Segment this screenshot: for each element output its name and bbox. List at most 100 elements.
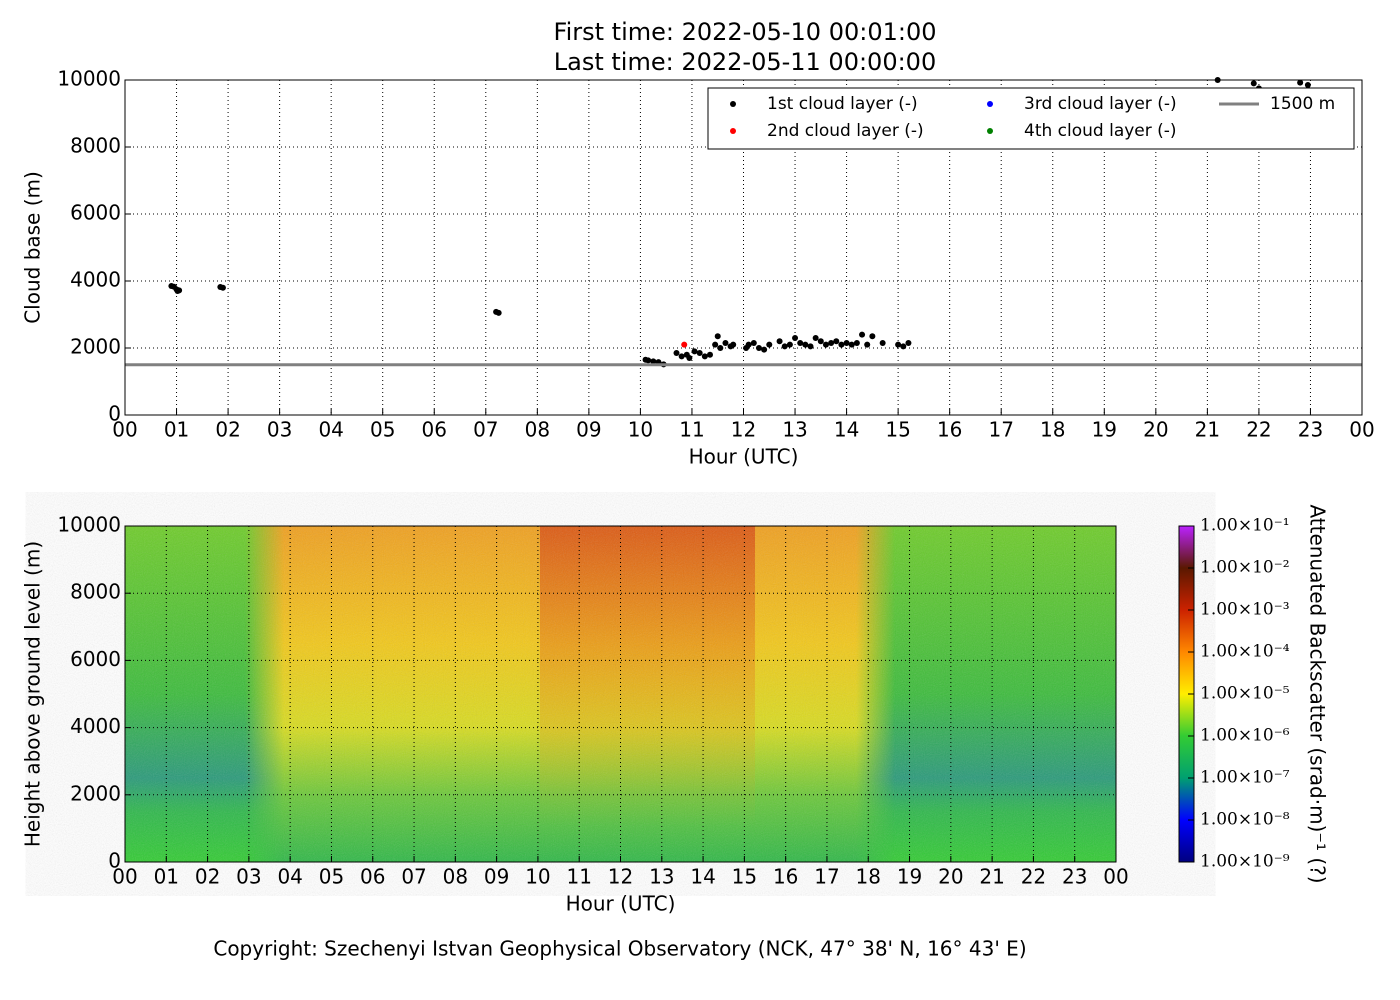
footer: Copyright: Szechenyi Istvan Geophysical … [213,937,1026,961]
point [905,339,912,346]
x-tick-label: 14 [834,418,859,442]
y-tick-label: 10000 [57,67,121,91]
x-tick-label: 02 [195,865,220,889]
point [714,333,721,340]
colorbar-tick-label: 1.00×10⁻⁴ [1200,642,1290,662]
point [691,348,698,355]
x-tick-label: 16 [937,418,962,442]
x-tick-label: 03 [267,418,292,442]
point [843,339,850,346]
x-tick-label: 16 [773,865,798,889]
point [869,333,876,340]
x-tick-label: 20 [1143,418,1168,442]
x-tick-label: 04 [277,865,302,889]
y-tick-label: 0 [108,849,121,873]
legend-label: 1500 m [1270,94,1335,114]
point [895,341,902,348]
point [712,341,719,348]
point [761,346,768,353]
point [900,343,907,350]
x-axis-label: Hour (UTC) [566,892,676,916]
x-tick-label: 07 [401,865,426,889]
point [717,345,724,351]
y-tick-label: 4000 [70,268,121,292]
point [722,339,729,346]
y-axis-label: Cloud base (m) [21,171,45,324]
legend-swatch [987,101,993,107]
point [686,355,693,362]
colorbar-tick-label: 1.00×10⁻⁷ [1200,768,1290,788]
colorbar-tick-label: 1.00×10⁻³ [1200,600,1290,620]
x-tick-label: 15 [732,865,757,889]
x-tick-label: 00 [112,865,137,889]
point [1297,79,1304,86]
x-tick-label: 06 [360,865,385,889]
x-tick-label: 19 [1092,418,1117,442]
x-tick-label: 14 [690,865,715,889]
point [864,341,871,348]
x-tick-label: 23 [1062,865,1087,889]
y-tick-label: 6000 [70,201,121,225]
y-tick-label: 8000 [70,134,121,158]
point [828,339,835,346]
colorbar-label: Attenuated Backscatter (srad·m)⁻¹ (?) [1306,504,1330,883]
x-tick-label: 22 [1246,418,1271,442]
point [678,353,685,360]
x-tick-label: 10 [628,418,653,442]
x-tick-label: 19 [897,865,922,889]
point [786,341,793,348]
point [802,341,809,348]
x-axis-label: Hour (UTC) [689,445,799,469]
point [645,357,652,364]
legend-label: 4th cloud layer (-) [1024,121,1177,141]
legend-swatch [730,128,736,134]
colorbar-tick-label: 1.00×10⁻⁵ [1200,684,1290,704]
colorbar-tick-label: 1.00×10⁻¹ [1200,516,1290,536]
x-tick-label: 20 [938,865,963,889]
x-tick-label: 02 [215,418,240,442]
point [495,309,502,316]
x-tick-label: 08 [525,418,550,442]
x-tick-label: 09 [484,865,509,889]
point [1250,80,1257,87]
point [879,339,886,346]
point [745,341,752,348]
point [853,339,860,346]
x-tick-label: 11 [566,865,591,889]
point [730,341,737,348]
x-tick-label: 21 [1195,418,1220,442]
point [706,351,713,358]
x-tick-label: 09 [576,418,601,442]
x-tick-label: 03 [236,865,261,889]
point [696,350,703,357]
x-tick-label: 00 [112,418,137,442]
title-line: Last time: 2022-05-11 00:00:00 [554,48,936,76]
y-tick-label: 4000 [70,714,121,738]
point [817,338,824,345]
y-tick-label: 0 [108,402,121,426]
x-tick-label: 22 [1021,865,1046,889]
point [797,339,804,346]
point [650,358,657,365]
x-tick-label: 13 [649,865,674,889]
point [838,341,845,348]
y-tick-label: 2000 [70,335,121,359]
point [807,343,814,350]
colorbar-tick-label: 1.00×10⁻⁶ [1200,726,1290,746]
x-tick-label: 01 [154,865,179,889]
x-tick-label: 17 [988,418,1013,442]
x-tick-label: 12 [608,865,633,889]
x-tick-label: 10 [525,865,550,889]
y-tick-label: 2000 [70,781,121,805]
point [859,331,866,338]
x-tick-label: 07 [473,418,498,442]
x-tick-label: 13 [782,418,807,442]
point [792,334,799,341]
x-tick-label: 00 [1349,418,1374,442]
point [1304,82,1311,89]
point [176,287,183,294]
point [219,284,226,291]
x-tick-label: 23 [1298,418,1323,442]
plot-frame [124,525,1117,863]
